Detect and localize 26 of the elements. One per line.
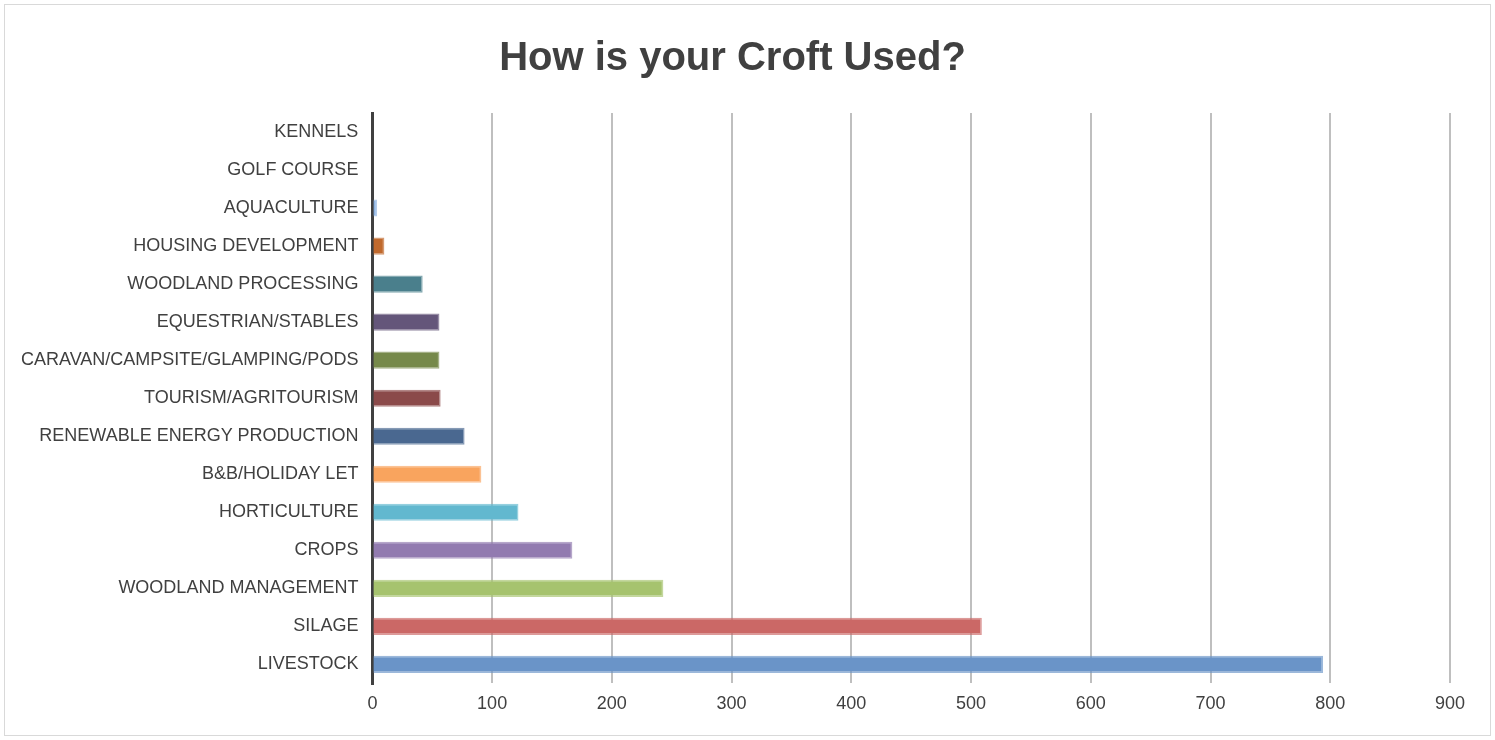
y-tick-label: CROPS: [294, 539, 359, 560]
x-tick-label: 500: [956, 693, 987, 714]
x-tick-label: 700: [1195, 693, 1226, 714]
y-tick-label: SILAGE: [293, 615, 359, 636]
y-tick-label: EQUESTRIAN/STABLES: [156, 311, 359, 332]
x-tick-label: 400: [836, 693, 867, 714]
x-tick-label: 0: [367, 693, 378, 714]
y-tick-label: CARAVAN/CAMPSITE/GLAMPING/PODS: [20, 349, 359, 370]
y-tick-label: WOODLAND PROCESSING: [127, 273, 359, 294]
x-tick-label: 200: [596, 693, 627, 714]
y-tick-label: LIVESTOCK: [257, 653, 359, 674]
y-tick-label: HORTICULTURE: [219, 501, 359, 522]
y-tick-label: AQUACULTURE: [223, 197, 359, 218]
y-tick-label: B&B/HOLIDAY LET: [201, 463, 359, 484]
x-tick-label: 100: [477, 693, 508, 714]
x-tick-label: 600: [1075, 693, 1106, 714]
x-tick-label: 800: [1315, 693, 1346, 714]
chart-title: How is your Croft Used?: [499, 34, 966, 79]
y-tick-label: RENEWABLE ENERGY PRODUCTION: [39, 425, 359, 446]
y-tick-label: GOLF COURSE: [227, 159, 359, 180]
y-tick-label: HOUSING DEVELOPMENT: [133, 235, 359, 256]
x-tick-label: 300: [716, 693, 747, 714]
y-tick-label: WOODLAND MANAGEMENT: [118, 577, 359, 598]
y-tick-label: KENNELS: [274, 120, 359, 141]
y-tick-label: TOURISM/AGRITOURISM: [144, 387, 359, 408]
x-tick-label: 900: [1434, 693, 1466, 714]
